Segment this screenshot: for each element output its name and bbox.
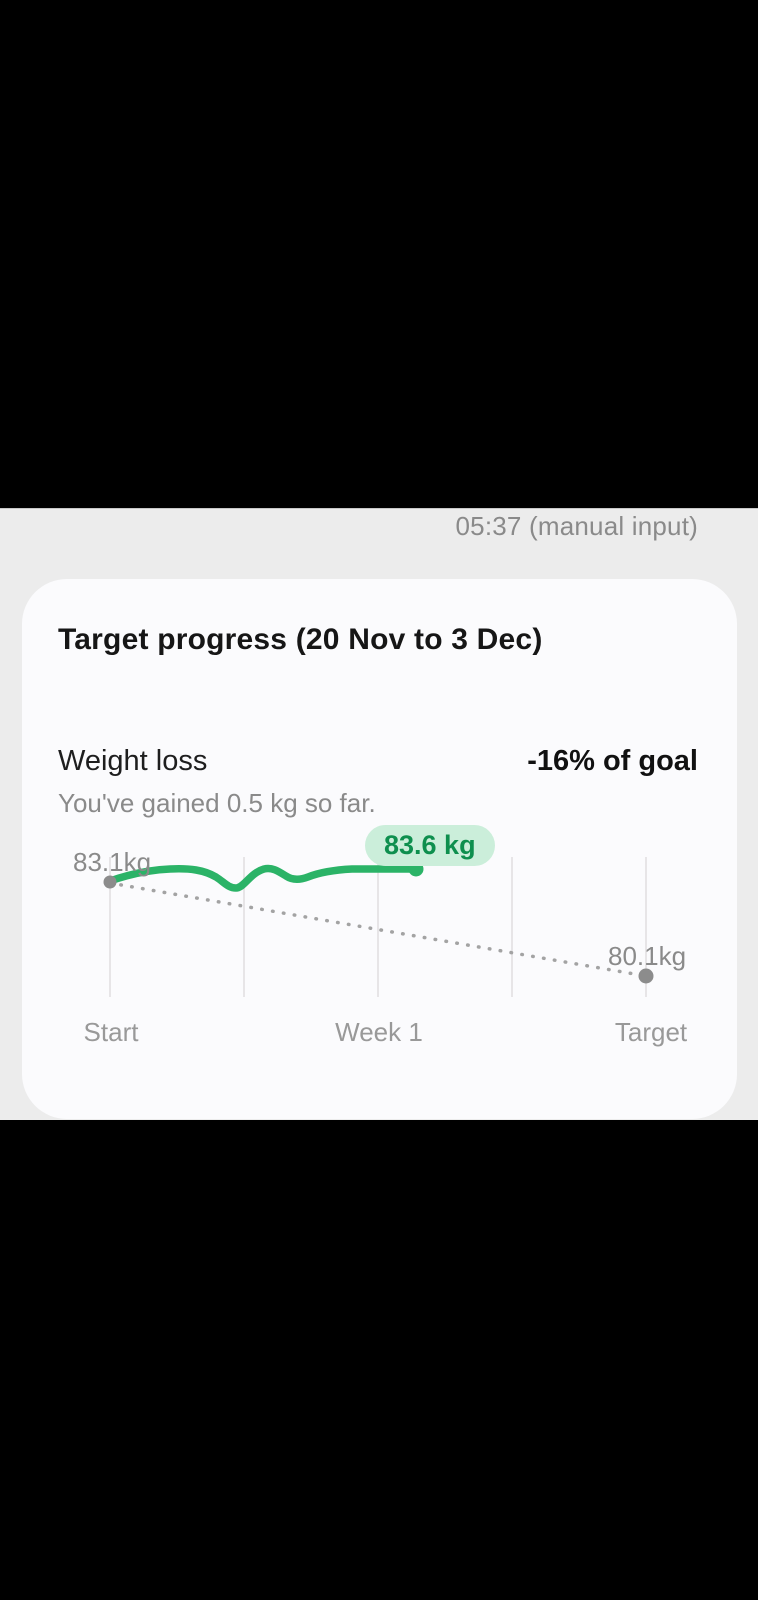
x-axis-label-week1: Week 1 <box>335 1017 423 1047</box>
target-weight-label: 80.1kg <box>608 941 687 971</box>
x-axis-label-start: Start <box>83 1017 139 1047</box>
x-axis-label-target: Target <box>614 1017 688 1047</box>
weight-line <box>106 864 420 892</box>
card-title: Target progress (20 Nov to 3 Dec) <box>58 623 543 656</box>
start-point <box>103 875 117 889</box>
current-weight-badge[interactable]: 83.6 kg <box>365 825 495 866</box>
app-screen: 05:37 (manual input) Target progress (20… <box>0 508 758 1120</box>
start-weight-label: 83.1kg <box>73 847 152 877</box>
target-progress-card[interactable]: Target progress (20 Nov to 3 Dec) Weight… <box>22 579 737 1119</box>
metric-label: Weight loss <box>58 745 208 777</box>
target-point <box>638 968 654 984</box>
weight-chart <box>22 819 737 1069</box>
entry-timestamp: 05:37 (manual input) <box>455 511 698 541</box>
goal-progress-value: -16% of goal <box>527 745 698 777</box>
progress-subtitle: You've gained 0.5 kg so far. <box>58 788 376 818</box>
weight-chart-svg <box>103 857 654 997</box>
